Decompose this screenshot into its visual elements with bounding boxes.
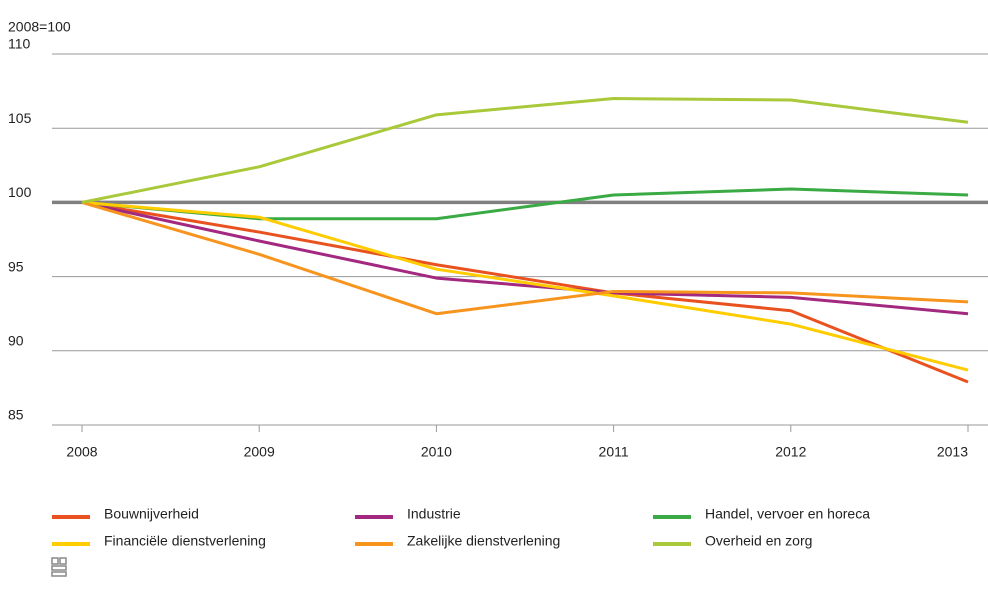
y-tick-label: 100 bbox=[8, 184, 32, 200]
legend-label: Handel, vervoer en horeca bbox=[705, 506, 870, 522]
logo bbox=[51, 557, 67, 577]
series-line bbox=[81, 200, 969, 384]
x-tick-label: 2011 bbox=[599, 444, 629, 460]
series-line bbox=[81, 200, 969, 316]
series-line bbox=[81, 200, 969, 316]
y-tick-label: 85 bbox=[8, 407, 24, 423]
series-line bbox=[81, 97, 969, 204]
legend-label: Overheid en zorg bbox=[705, 533, 812, 549]
y-tick-label: 90 bbox=[8, 333, 24, 349]
series-line bbox=[81, 200, 969, 372]
y-axis-label: 2008=100 bbox=[8, 19, 71, 35]
x-tick-label: 2013 bbox=[937, 444, 968, 460]
y-tick-label: 110 bbox=[8, 36, 31, 52]
legend-label: Bouwnijverheid bbox=[104, 506, 199, 522]
x-tick-label: 2012 bbox=[775, 444, 806, 460]
y-tick-label: 105 bbox=[8, 110, 32, 126]
x-tick-label: 2010 bbox=[421, 444, 452, 460]
x-tick-label: 2008 bbox=[66, 444, 97, 460]
x-tick-label: 2009 bbox=[244, 444, 275, 460]
legend-label: Zakelijke dienstverlening bbox=[407, 533, 560, 549]
legend-label: Financiële dienstverlening bbox=[104, 533, 266, 549]
y-tick-label: 95 bbox=[8, 258, 24, 274]
legend-label: Industrie bbox=[407, 506, 461, 522]
